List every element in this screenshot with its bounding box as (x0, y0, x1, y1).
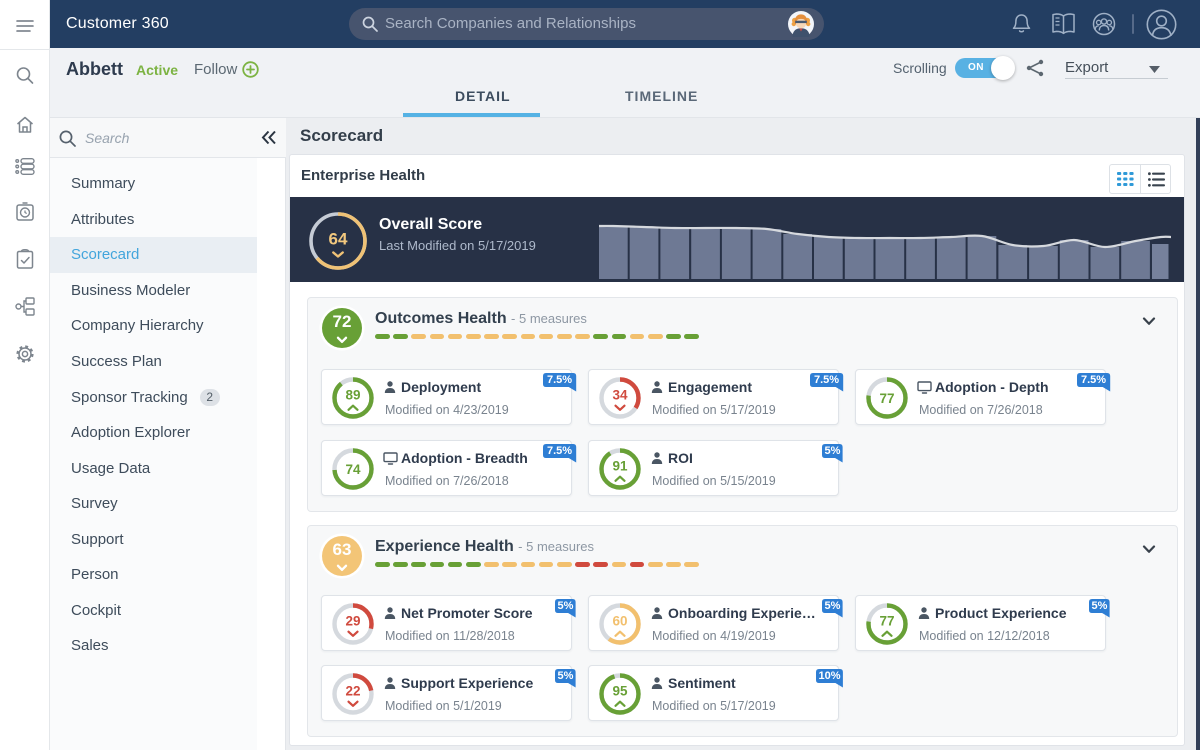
svg-text:34: 34 (612, 388, 628, 403)
svg-text:74: 74 (345, 462, 361, 477)
svg-text:64: 64 (329, 229, 348, 248)
svg-text:29: 29 (345, 614, 360, 629)
svg-text:91: 91 (612, 459, 628, 474)
svg-text:95: 95 (612, 684, 628, 699)
svg-text:89: 89 (345, 388, 360, 403)
svg-text:77: 77 (879, 614, 894, 629)
svg-text:22: 22 (345, 684, 360, 699)
svg-text:77: 77 (879, 391, 894, 406)
svg-text:60: 60 (612, 614, 627, 629)
